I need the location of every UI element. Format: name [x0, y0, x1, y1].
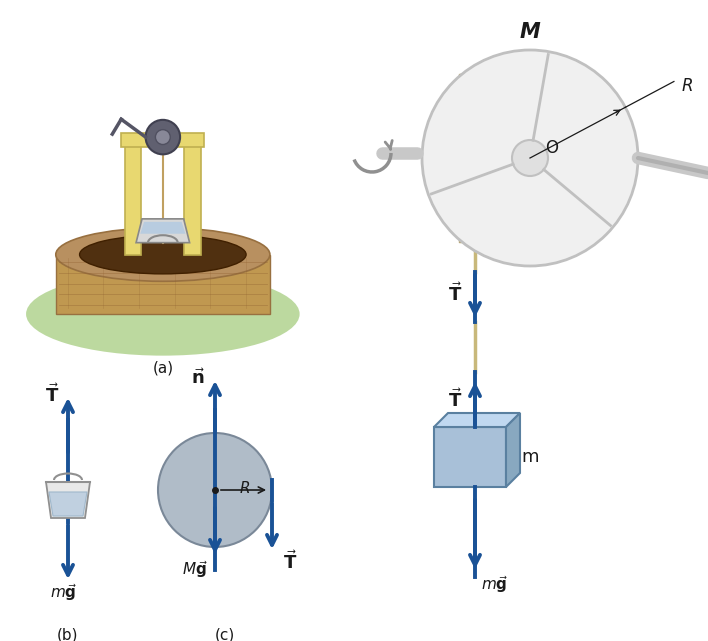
Text: (b): (b): [57, 628, 79, 641]
Polygon shape: [49, 492, 87, 516]
Text: $R$: $R$: [239, 480, 251, 496]
Text: $\vec{\mathbf{n}}$: $\vec{\mathbf{n}}$: [191, 368, 205, 388]
Polygon shape: [140, 222, 185, 234]
Circle shape: [422, 50, 638, 266]
Bar: [459, 74, 505, 242]
Polygon shape: [434, 413, 520, 427]
Text: (c): (c): [215, 628, 235, 641]
Circle shape: [512, 140, 548, 176]
Text: $m\vec{\mathbf{g}}$: $m\vec{\mathbf{g}}$: [50, 583, 78, 603]
Circle shape: [155, 129, 170, 144]
Ellipse shape: [56, 228, 270, 281]
Text: O: O: [545, 139, 559, 157]
Bar: [121, 133, 205, 147]
Polygon shape: [46, 482, 90, 518]
Polygon shape: [506, 413, 520, 487]
Ellipse shape: [449, 74, 475, 242]
Text: $\vec{\mathbf{T}}$: $\vec{\mathbf{T}}$: [448, 283, 462, 305]
Text: R: R: [682, 78, 693, 96]
Text: M: M: [520, 22, 540, 42]
Text: $m\vec{\mathbf{g}}$: $m\vec{\mathbf{g}}$: [481, 574, 508, 595]
Polygon shape: [136, 219, 190, 243]
Text: $\vec{\mathbf{T}}$: $\vec{\mathbf{T}}$: [283, 551, 297, 574]
Text: (a): (a): [152, 360, 173, 375]
Circle shape: [158, 433, 272, 547]
Bar: [434, 427, 506, 487]
Text: $\vec{\mathbf{T}}$: $\vec{\mathbf{T}}$: [448, 388, 462, 412]
Text: $\vec{\mathbf{T}}$: $\vec{\mathbf{T}}$: [45, 383, 59, 406]
Ellipse shape: [79, 235, 246, 274]
Bar: [125, 142, 142, 254]
Polygon shape: [56, 254, 270, 314]
Text: $M\vec{\mathbf{g}}$: $M\vec{\mathbf{g}}$: [182, 560, 208, 581]
Ellipse shape: [26, 272, 299, 356]
Bar: [184, 142, 201, 254]
Circle shape: [146, 120, 180, 154]
Text: m: m: [521, 448, 539, 466]
Ellipse shape: [492, 74, 512, 242]
